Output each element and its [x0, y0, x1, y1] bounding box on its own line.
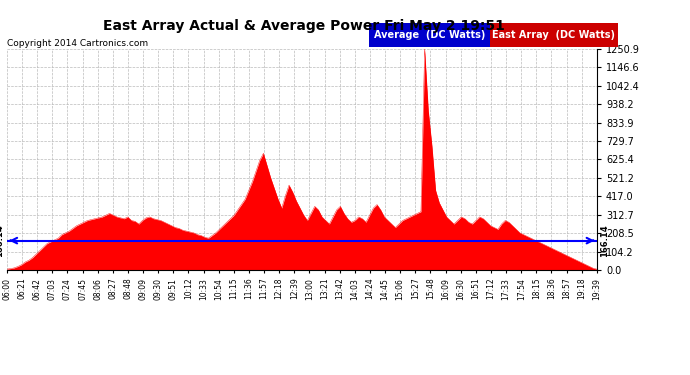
Text: East Array  (DC Watts): East Array (DC Watts) [492, 30, 615, 40]
Text: 166.14: 166.14 [0, 224, 4, 257]
Text: Average  (DC Watts): Average (DC Watts) [374, 30, 485, 40]
Text: Copyright 2014 Cartronics.com: Copyright 2014 Cartronics.com [7, 39, 148, 48]
Text: 166.14: 166.14 [600, 224, 609, 257]
Text: East Array Actual & Average Power Fri May 2 19:51: East Array Actual & Average Power Fri Ma… [103, 19, 504, 33]
